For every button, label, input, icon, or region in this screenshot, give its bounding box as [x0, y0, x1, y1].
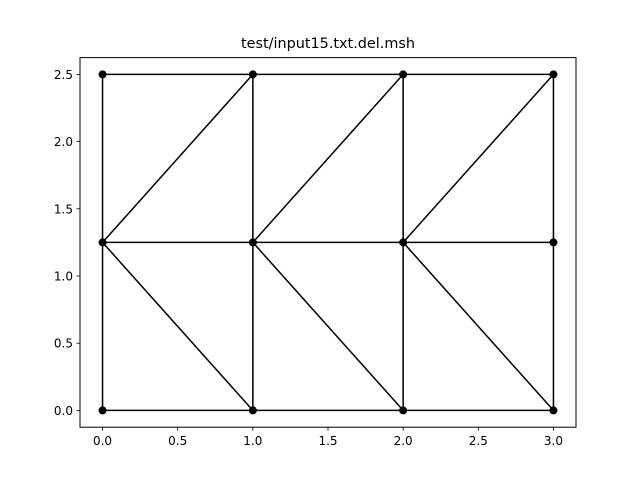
y-tick-label: 1.5: [54, 202, 73, 216]
axes-frame: [79, 57, 577, 428]
y-tick-label: 2.5: [54, 68, 73, 82]
x-tick-label: 0.5: [168, 434, 187, 448]
mesh-edge: [101, 73, 254, 244]
mesh-node: [549, 238, 558, 247]
mesh-node: [98, 406, 107, 415]
mesh-nodes: [98, 70, 558, 415]
mesh-node: [98, 70, 107, 79]
mesh-node: [399, 70, 408, 79]
x-tick-label: 0.0: [93, 434, 112, 448]
x-tick-label: 1.0: [243, 434, 262, 448]
mesh-edge: [402, 73, 555, 244]
mesh-node: [248, 70, 257, 79]
mesh-node: [549, 406, 558, 415]
chart-title: test/input15.txt.del.msh: [241, 36, 415, 52]
x-tick-label: 2.0: [394, 434, 413, 448]
y-tick-label: 0.0: [54, 404, 73, 418]
x-tick-label: 2.5: [469, 434, 488, 448]
mesh-edge: [402, 241, 555, 412]
mesh-node: [549, 70, 558, 79]
y-axis: 0.0 0.5 1.0 1.5 2.0 2.5: [54, 68, 80, 418]
y-tick-label: 0.5: [54, 337, 73, 351]
mesh-node: [399, 238, 408, 247]
x-axis: 0.0 0.5 1.0 1.5 2.0 2.5 3.0: [93, 427, 563, 448]
y-tick-label: 1.0: [54, 270, 73, 284]
mesh-edge: [252, 73, 404, 244]
mesh-node: [98, 238, 107, 247]
mesh-edges: [101, 73, 555, 412]
mesh-edge: [252, 241, 404, 412]
mesh-edge: [101, 241, 254, 412]
y-tick-label: 2.0: [54, 135, 73, 149]
mesh-node: [399, 406, 408, 415]
x-tick-label: 3.0: [544, 434, 563, 448]
mesh-node: [248, 406, 257, 415]
x-tick-label: 1.5: [318, 434, 337, 448]
mesh-node: [248, 238, 257, 247]
